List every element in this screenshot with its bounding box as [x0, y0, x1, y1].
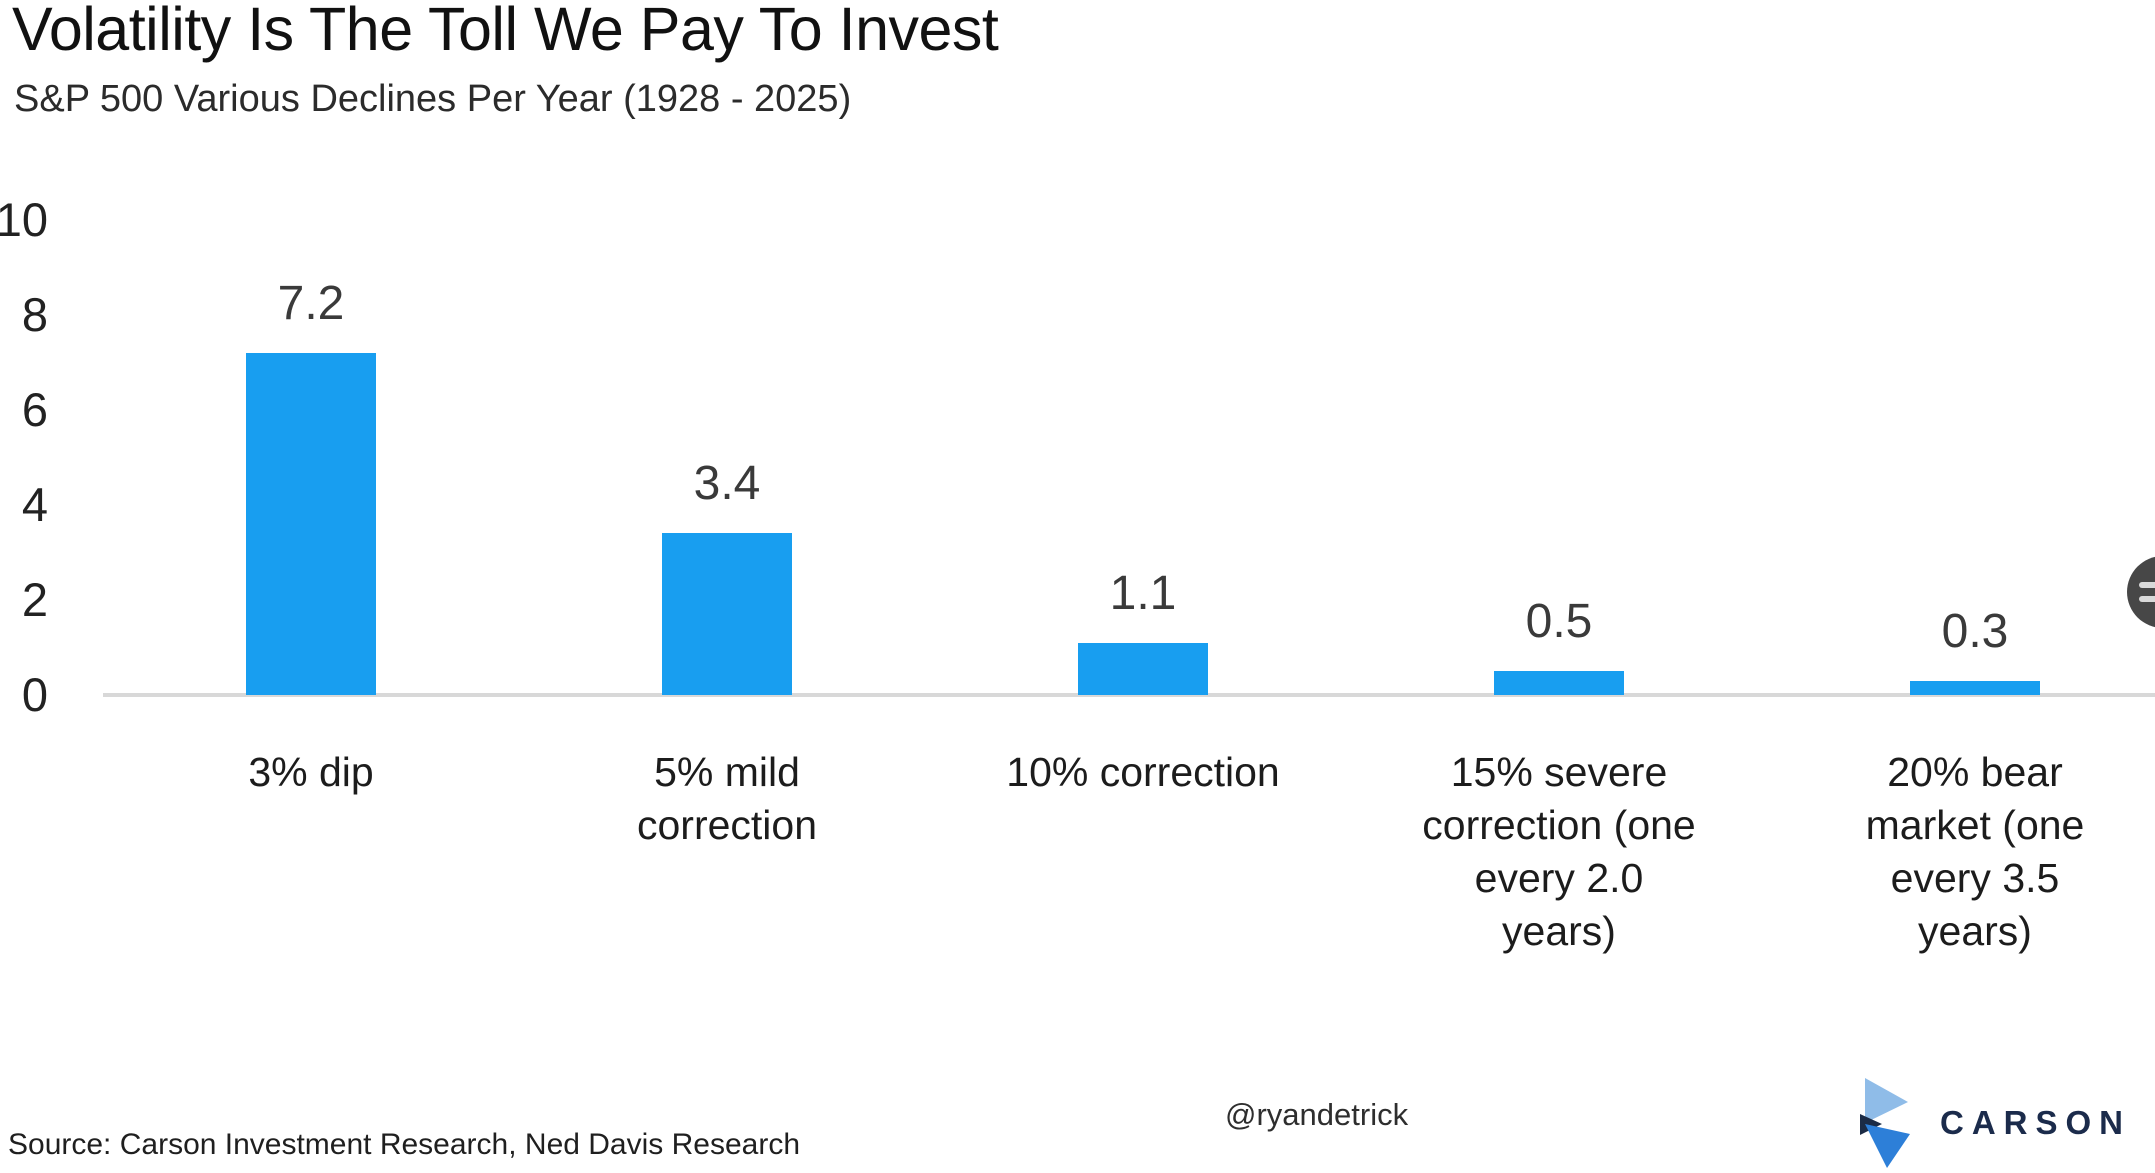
carson-logo-text: CARSON [1940, 1104, 2132, 1141]
bar [662, 533, 792, 695]
bar-value-label: 3.4 [693, 457, 761, 510]
category-label: 5% mild correction [519, 746, 935, 852]
category-label-line: correction [636, 802, 817, 848]
y-axis-tick-label: 0 [21, 668, 48, 721]
bar-value-label: 0.3 [1941, 605, 2009, 658]
category-label-line: every 3.5 [1890, 855, 2060, 901]
chart-subtitle: S&P 500 Various Declines Per Year (1928 … [14, 78, 852, 120]
x-axis-line [103, 693, 2155, 697]
category-label-line: correction (one [1422, 802, 1696, 848]
bar-value-label: 0.5 [1525, 595, 1593, 648]
carson-logo: CARSON [1860, 1078, 2131, 1168]
carson-logo-icon [1860, 1078, 1910, 1168]
y-axis-tick-label: 8 [21, 288, 48, 341]
category-label: 15% severe correction (one every 2.0 years) [1351, 746, 1767, 958]
bar-value-label: 1.1 [1109, 567, 1177, 620]
category-label-line: years) [1918, 908, 2032, 954]
bar [1078, 643, 1208, 695]
category-label-line: years) [1502, 908, 1616, 954]
category-label-line: 3% dip [248, 749, 374, 795]
category-label-line: every 2.0 [1474, 855, 1644, 901]
source-note: Source: Carson Investment Research, Ned … [8, 1128, 801, 1161]
category-label-line: 15% severe [1450, 749, 1668, 795]
y-axis-tick-label: 2 [21, 573, 48, 626]
y-axis-tick-label: 4 [21, 478, 48, 531]
author-handle: @ryandetrick [1225, 1097, 1409, 1132]
bar [246, 353, 376, 695]
chart-title: Volatility Is The Toll We Pay To Invest [12, 0, 999, 63]
y-axis-tick-label: 10 [0, 193, 48, 246]
bar-value-label: 7.2 [277, 277, 345, 330]
bar [1910, 681, 2040, 695]
category-label-line: 10% correction [1006, 749, 1280, 795]
category-label: 3% dip [103, 746, 519, 799]
category-label: 10% correction [935, 746, 1351, 799]
menu-lines-icon [2139, 582, 2155, 610]
category-label-line: market (one [1865, 802, 2085, 848]
bar-chart: 10 8 6 4 2 0 7.2 3% dip 3.4 5% mild correction 1.1 1… [0, 193, 2155, 958]
category-label-line: 20% bear [1887, 749, 2063, 795]
category-label: 20% bear market (one every 3.5 years) [1767, 746, 2155, 958]
category-label-line: 5% mild [654, 749, 800, 795]
bar [1494, 671, 1624, 695]
y-axis-tick-label: 6 [21, 383, 48, 436]
